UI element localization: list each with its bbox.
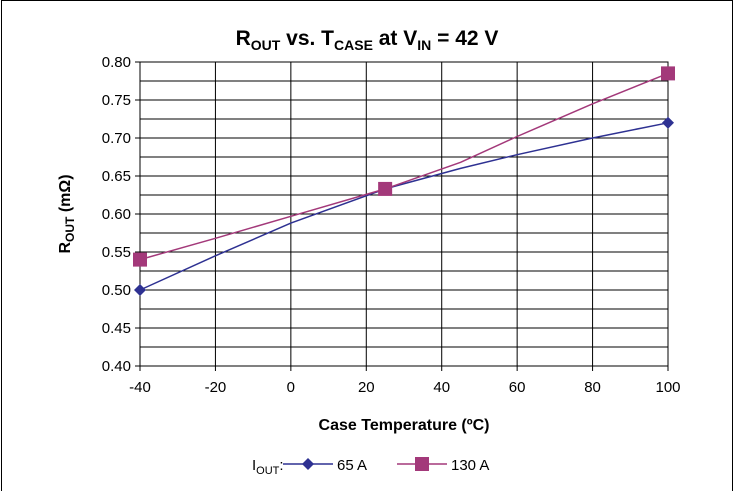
chart-title: ROUT vs. TCASE at VIN = 42 V — [236, 27, 499, 53]
gridlines — [140, 62, 668, 366]
title-value: = 42 V — [431, 27, 498, 50]
y-tick-label: 0.40 — [102, 358, 131, 375]
ylabel-unit: (mΩ) — [57, 174, 74, 216]
title-v-sub: IN — [417, 37, 431, 53]
x-tick-label: 40 — [433, 379, 450, 396]
legend-prefix-colon: : — [279, 457, 283, 474]
data-point-130a — [133, 252, 147, 267]
y-tick-label: 0.50 — [102, 282, 131, 299]
legend-prefix-sub: OUT — [256, 465, 280, 477]
y-tick-labels: 0.40 0.45 0.50 0.55 0.60 0.65 0.70 0.75 0.80 — [102, 54, 140, 375]
legend-marker-diamond — [302, 458, 314, 470]
x-tick-label: -20 — [205, 379, 227, 396]
y-tick-label: 0.80 — [102, 54, 131, 71]
x-tick-label: 0 — [287, 379, 295, 396]
ylabel-r: R — [57, 242, 74, 254]
title-vs: vs. T — [280, 27, 334, 50]
y-tick-label: 0.65 — [102, 168, 131, 185]
title-at: at V — [373, 27, 417, 50]
legend-prefix-i: I — [252, 457, 256, 474]
series-130a — [133, 66, 675, 267]
legend-label-65a: 65 A — [337, 457, 367, 474]
x-tick-labels: -40 -20 0 20 40 60 80 100 — [129, 366, 681, 396]
legend-marker-square — [415, 457, 429, 471]
title-r-sub: OUT — [251, 37, 281, 53]
legend-label-130a: 130 A — [451, 457, 489, 474]
x-axis-title: Case Temperature (ºC) — [319, 417, 490, 434]
data-point-65a — [662, 116, 674, 129]
legend: IOUT: 65 A 130 A — [252, 457, 489, 477]
x-tick-label: 60 — [509, 379, 526, 396]
data-point-130a — [378, 181, 393, 196]
y-tick-label: 0.45 — [102, 320, 131, 337]
x-tick-label: 80 — [584, 379, 601, 396]
data-point-130a — [661, 66, 675, 81]
legend-prefix: IOUT: — [252, 457, 284, 477]
series-layer — [133, 66, 675, 296]
y-tick-label: 0.75 — [102, 92, 131, 109]
ylabel-r-sub: OUT — [63, 216, 77, 242]
data-point-65a — [134, 284, 146, 296]
series-line-130a — [139, 72, 669, 261]
x-tick-label: 100 — [655, 379, 680, 396]
title-r: R — [236, 27, 251, 50]
title-t-sub: CASE — [334, 37, 373, 53]
y-tick-label: 0.70 — [102, 130, 131, 147]
y-axis-title: ROUT (mΩ) — [57, 174, 77, 253]
y-tick-label: 0.55 — [102, 244, 131, 261]
x-tick-label: 20 — [358, 379, 375, 396]
y-tick-label: 0.60 — [102, 206, 131, 223]
x-tick-label: -40 — [129, 379, 151, 396]
series-line-65a — [139, 122, 669, 291]
